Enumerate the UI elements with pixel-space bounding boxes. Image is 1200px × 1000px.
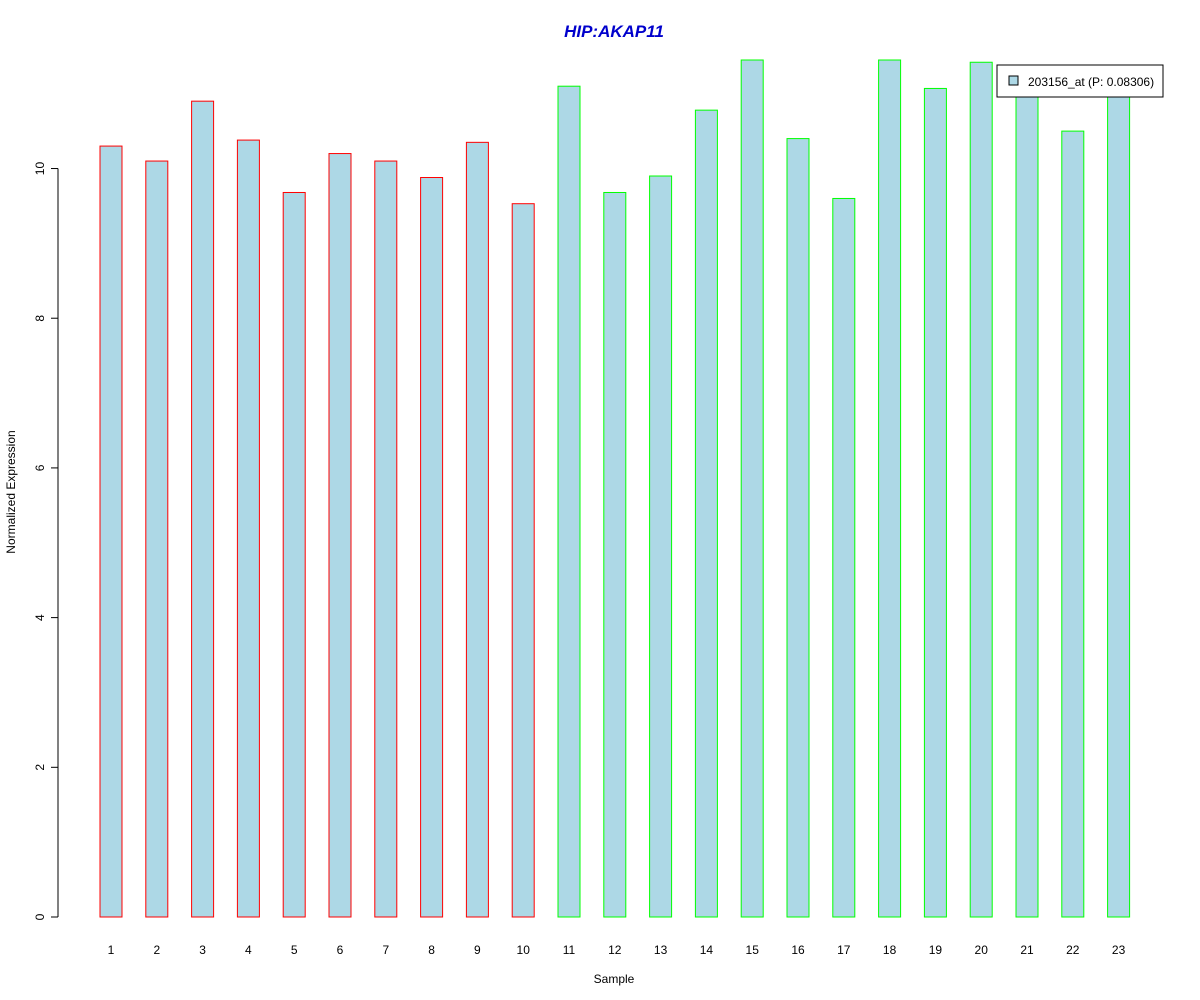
x-tick-label: 9	[474, 943, 481, 957]
bar-sample-1	[99, 145, 123, 918]
bar-sample-8	[420, 177, 444, 918]
bar-sample-16	[786, 138, 810, 918]
bar-sample-3	[191, 100, 215, 918]
x-tick-label: 19	[929, 943, 943, 957]
bar-sample-14	[694, 109, 718, 918]
bar-sample-17	[832, 197, 856, 918]
x-tick-label: 22	[1066, 943, 1080, 957]
x-tick-label: 6	[337, 943, 344, 957]
x-tick-label: 4	[245, 943, 252, 957]
chart-title: HIP:AKAP11	[564, 22, 664, 41]
x-tick-label: 1	[108, 943, 115, 957]
legend: 203156_at (P: 0.08306)	[996, 64, 1164, 98]
bar-sample-4	[236, 139, 260, 918]
x-tick-labels: 1 2 3 4 5 6 7 8 9 10 11 12 13 14 15 16 17 18 19 20 21 22 23	[108, 943, 1126, 957]
bar-sample-18	[878, 59, 902, 918]
bars-group	[99, 59, 1131, 918]
bar-sample-22	[1061, 130, 1085, 918]
legend-swatch	[1008, 75, 1019, 86]
legend-entry: 203156_at (P: 0.08306)	[1028, 75, 1154, 89]
bar-sample-21	[1015, 93, 1039, 918]
bar-sample-11	[557, 85, 581, 918]
bar-sample-5	[282, 191, 306, 918]
x-tick-label: 21	[1020, 943, 1034, 957]
bar-sample-12	[603, 191, 627, 918]
x-tick-label: 2	[153, 943, 160, 957]
x-tick-label: 16	[791, 943, 805, 957]
bar-sample-7	[374, 160, 398, 918]
x-tick-label: 8	[428, 943, 435, 957]
y-tick-label: 8	[33, 315, 47, 322]
legend-box	[996, 64, 1164, 98]
y-axis: 0 2 4 6 8 10	[33, 162, 59, 920]
x-tick-label: 14	[700, 943, 714, 957]
x-tick-label: 15	[746, 943, 760, 957]
x-tick-label: 18	[883, 943, 897, 957]
bar-sample-2	[145, 160, 169, 918]
bar-sample-13	[649, 175, 673, 918]
x-tick-label: 10	[517, 943, 531, 957]
x-tick-label: 5	[291, 943, 298, 957]
bar-sample-23	[1107, 93, 1131, 918]
bar-sample-9	[465, 141, 489, 918]
x-tick-label: 20	[975, 943, 989, 957]
y-tick-label: 4	[33, 614, 47, 621]
bar-sample-19	[923, 87, 947, 918]
x-tick-label: 11	[563, 943, 576, 957]
x-tick-label: 3	[199, 943, 206, 957]
x-tick-label: 13	[654, 943, 668, 957]
x-tick-label: 17	[837, 943, 851, 957]
bar-sample-6	[328, 153, 352, 918]
bar-sample-10	[511, 203, 535, 918]
x-tick-label: 12	[608, 943, 622, 957]
y-tick-label: 10	[33, 162, 47, 176]
y-tick-label: 0	[33, 913, 47, 920]
y-tick-label: 2	[33, 764, 47, 771]
x-tick-label: 23	[1112, 943, 1126, 957]
x-tick-label: 7	[382, 943, 389, 957]
y-tick-label: 6	[33, 464, 47, 471]
x-axis-label: Sample	[594, 972, 635, 986]
bar-sample-20	[969, 61, 993, 918]
y-axis-label: Normalized Expression	[4, 430, 18, 553]
bar-sample-15	[740, 59, 764, 918]
